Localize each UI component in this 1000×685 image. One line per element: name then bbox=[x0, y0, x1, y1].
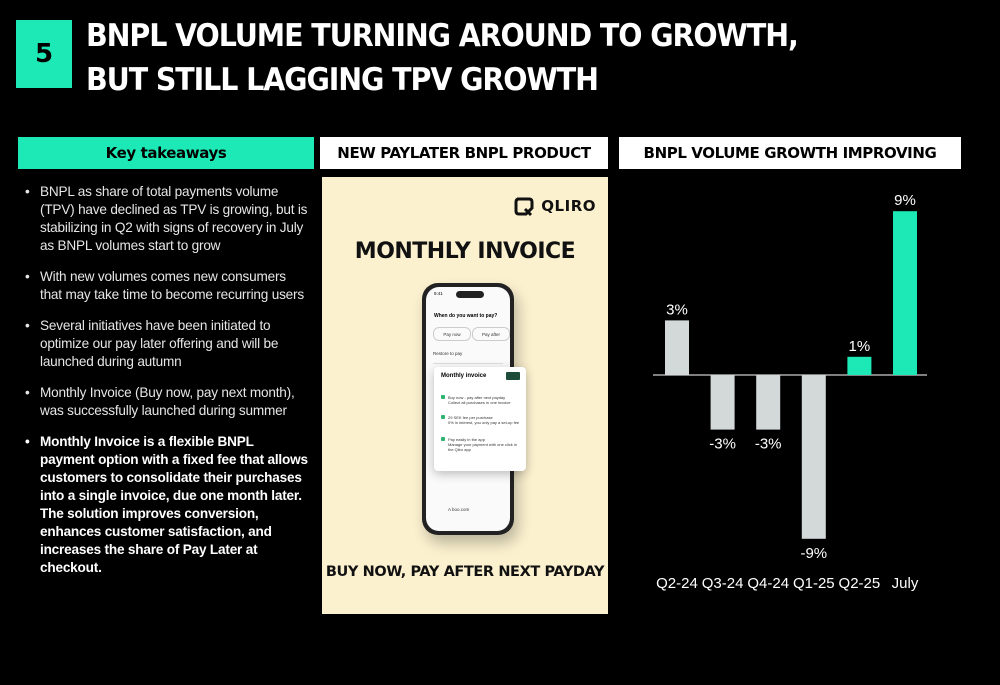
phone-url: A boo.com bbox=[448, 507, 470, 512]
value-label: -3% bbox=[709, 436, 736, 453]
takeaway-item: Monthly Invoice (Buy now, pay next month… bbox=[20, 384, 310, 420]
card-feature-note: Manage your payment with one click in th… bbox=[448, 442, 517, 452]
card-feature: 29 SEK fee per purchase 0% in interest, … bbox=[441, 415, 522, 425]
x-tick-label: Q1-25 bbox=[793, 575, 835, 592]
takeaway-item-highlight: Monthly Invoice is a flexible BNPL payme… bbox=[20, 433, 310, 577]
product-header: NEW PAYLATER BNPL PRODUCT bbox=[320, 137, 608, 169]
qliro-logo-icon bbox=[514, 197, 534, 217]
page-title: BNPL VOLUME TURNING AROUND TO GROWTH, BU… bbox=[86, 14, 799, 102]
value-label: -3% bbox=[755, 436, 782, 453]
qliro-logo: QLIRO bbox=[513, 195, 596, 217]
card-feature-note: 0% in interest, you only pay a set-up fe… bbox=[448, 420, 520, 425]
card-feature-title: Pay easily in the app bbox=[448, 437, 485, 442]
product-tagline: BUY NOW, PAY AFTER NEXT PAYDAY bbox=[325, 564, 605, 580]
x-tick-label: Q2-25 bbox=[839, 575, 881, 592]
value-label: 3% bbox=[666, 301, 688, 318]
takeaway-item: With new volumes comes new consumers tha… bbox=[20, 268, 310, 304]
phone-question: When do you want to pay? bbox=[434, 313, 498, 319]
bar-july bbox=[893, 211, 917, 375]
page-title-line-1: BNPL VOLUME TURNING AROUND TO GROWTH, bbox=[86, 18, 799, 54]
product-panel: QLIRO MONTHLY INVOICE 9:41 When do you w… bbox=[322, 177, 608, 614]
card-feature-title: 29 SEK fee per purchase bbox=[448, 415, 493, 420]
card-title: Monthly invoice bbox=[441, 373, 487, 379]
phone-time: 9:41 bbox=[434, 291, 443, 296]
takeaways-list: BNPL as share of total payments volume (… bbox=[20, 183, 310, 590]
phone-notch bbox=[456, 291, 484, 298]
monthly-invoice-card: Monthly invoice Buy now - pay after next… bbox=[434, 367, 526, 471]
takeaway-item: Several initiatives have been initiated … bbox=[20, 317, 310, 371]
bar-q2-24 bbox=[665, 320, 689, 375]
value-label: 9% bbox=[894, 192, 916, 209]
pay-after-option: Pay after bbox=[472, 327, 510, 341]
takeaway-item: BNPL as share of total payments volume (… bbox=[20, 183, 310, 255]
value-label: -9% bbox=[800, 545, 827, 562]
chart-header: BNPL VOLUME GROWTH IMPROVING bbox=[619, 137, 961, 169]
x-tick-label: Q3-24 bbox=[702, 575, 744, 592]
x-tick-label: Q4-24 bbox=[747, 575, 789, 592]
bar-q2-25 bbox=[847, 356, 872, 375]
bar-q4-24 bbox=[756, 375, 781, 430]
phone-row: Restore to pay bbox=[433, 351, 503, 364]
qliro-badge-icon bbox=[506, 372, 520, 380]
card-feature: Pay easily in the app Manage your paymen… bbox=[441, 437, 522, 452]
value-label: 1% bbox=[849, 338, 871, 355]
card-feature-title: Buy now - pay after next payday bbox=[448, 395, 506, 400]
product-title: MONTHLY INVOICE bbox=[354, 239, 576, 264]
qliro-logo-text: QLIRO bbox=[541, 197, 596, 215]
bnpl-growth-chart: 3% Q2-24 -3% Q3-24 -3% Q4-24 -9% Q1-25 1% Q2-25 9%… bbox=[653, 192, 927, 592]
card-feature: Buy now - pay after next payday Collect … bbox=[441, 395, 522, 405]
key-takeaways-header: Key takeaways bbox=[18, 137, 314, 169]
card-feature-note: Collect all purchases in one invoice bbox=[448, 400, 511, 405]
x-tick-label: Q2-24 bbox=[656, 575, 698, 592]
pay-now-option: Pay now bbox=[433, 327, 471, 341]
bar-q1-25 bbox=[801, 375, 826, 539]
bar-q3-24 bbox=[710, 375, 735, 430]
page-title-line-2: BUT STILL LAGGING TPV GROWTH bbox=[86, 62, 599, 98]
section-number-badge: 5 bbox=[16, 20, 72, 88]
x-tick-label: July bbox=[892, 575, 919, 592]
